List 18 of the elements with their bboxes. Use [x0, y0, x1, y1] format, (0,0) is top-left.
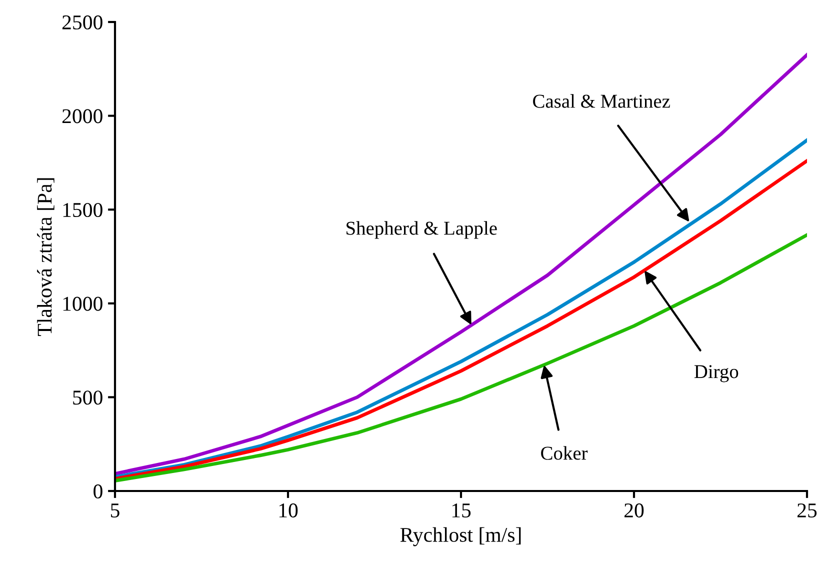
y-tick-label: 2000: [62, 109, 102, 124]
y-tick-label: 1500: [63, 202, 102, 218]
annotation: Coker: [541, 446, 588, 460]
annotation: Shepherd & Lapple: [346, 221, 497, 239]
x-axis-title: Rychlost [m/s]: [400, 527, 521, 546]
x-tick-label: 5: [111, 504, 120, 518]
annotation: Casal & Martinez: [533, 94, 670, 108]
y-tick-label: 500: [73, 390, 102, 405]
y-tick-label: 1000: [63, 296, 102, 311]
y-tick-label: 0: [94, 484, 102, 498]
annotation: Dirgo: [694, 365, 738, 382]
x-tick-label: 15: [452, 504, 471, 518]
x-tick-label: 10: [279, 503, 298, 518]
x-tick-label: 25: [798, 503, 817, 518]
x-tick-label: 20: [624, 503, 644, 518]
y-tick-label: 2500: [62, 15, 102, 30]
line-series: [115, 53, 807, 476]
y-axis-title: Tlaková ztráta [Pa]: [37, 178, 54, 336]
